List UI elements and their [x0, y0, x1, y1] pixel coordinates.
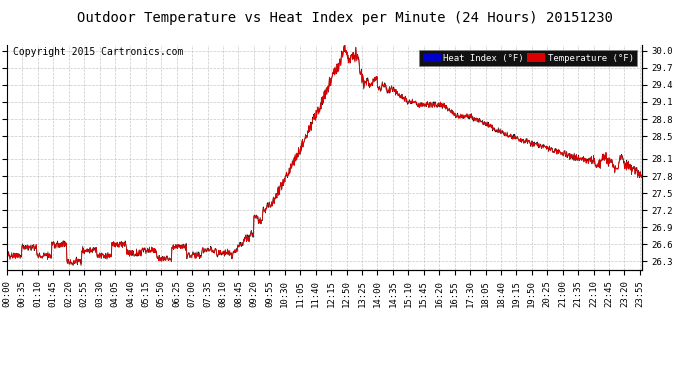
Text: Copyright 2015 Cartronics.com: Copyright 2015 Cartronics.com [13, 47, 184, 57]
Text: Outdoor Temperature vs Heat Index per Minute (24 Hours) 20151230: Outdoor Temperature vs Heat Index per Mi… [77, 11, 613, 25]
Legend: Heat Index (°F), Temperature (°F): Heat Index (°F), Temperature (°F) [419, 50, 637, 66]
